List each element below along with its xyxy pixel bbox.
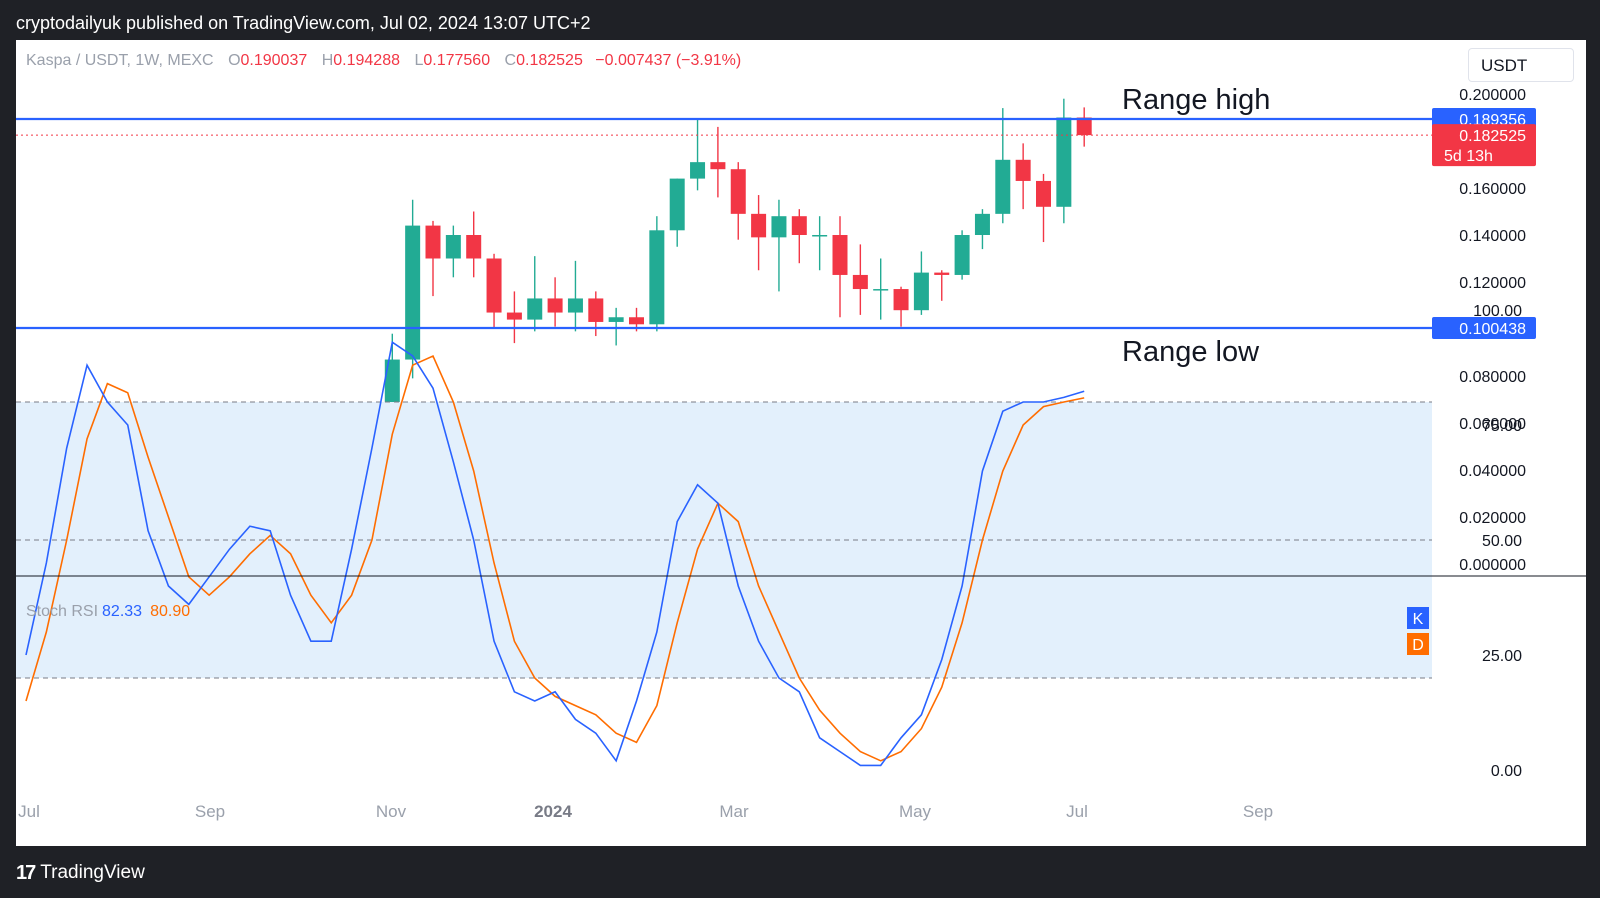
candle-body <box>405 225 421 360</box>
candle-body <box>852 274 868 290</box>
candle-body <box>1015 159 1031 181</box>
close-value: 0.182525 <box>516 52 583 69</box>
candle-body <box>669 178 685 231</box>
candle-body <box>384 359 400 414</box>
time-axis-label: Jul <box>1066 802 1088 821</box>
price-tick-label: 0.120000 <box>1459 275 1526 292</box>
stoch-tick-label: 100.00 <box>1473 303 1522 320</box>
footer: 17 TradingView <box>16 858 145 888</box>
tradingview-logo-icon: 17 <box>16 861 36 884</box>
time-axis-label: Jul <box>18 802 40 821</box>
price-tick-label: 0.200000 <box>1459 87 1526 104</box>
candle-body <box>567 298 583 313</box>
candle-body <box>629 317 644 325</box>
candle-body <box>812 235 828 237</box>
stoch-d-badge-bg <box>1407 633 1429 655</box>
open-label: O <box>228 52 241 69</box>
chart-frame[interactable]: 0.200000 0.160000 0.140000 0.120000 0.080000… <box>16 40 1586 846</box>
close-label: C <box>504 52 517 69</box>
currency-selector[interactable]: USDT <box>1468 48 1574 82</box>
stoch-tick-label: 25.00 <box>1482 648 1522 665</box>
price-tick-label: 0.000000 <box>1459 557 1526 574</box>
candle-body <box>913 272 929 311</box>
candle-body <box>547 298 563 313</box>
candle-body <box>974 213 990 235</box>
candle-body <box>771 216 787 238</box>
candle-body <box>751 213 767 238</box>
time-axis-label: Sep <box>195 802 225 821</box>
change-value: −0.007437 (−3.91%) <box>595 52 742 69</box>
stoch-pane <box>16 340 1432 767</box>
open-value: 0.190037 <box>240 52 308 69</box>
stoch-d-value: 80.90 <box>150 603 191 620</box>
candle-body <box>649 230 665 325</box>
stoch-tick-label: 75.00 <box>1482 418 1522 435</box>
range-lines <box>16 117 1432 330</box>
candle-body <box>710 162 726 170</box>
last-price-badge-value: 0.182525 <box>1459 128 1526 145</box>
price-tick-label: 0.020000 <box>1459 510 1526 527</box>
candle-body <box>486 258 502 313</box>
range-low-annotation: Range low <box>1122 336 1260 368</box>
symbol-label: Kaspa / USDT, 1W, MEXC <box>26 52 214 69</box>
candle-body <box>506 312 522 320</box>
low-value: 0.177560 <box>423 52 491 69</box>
axes-group: 0.200000 0.160000 0.140000 0.120000 0.080000… <box>16 87 1586 821</box>
range-low-badge-bg <box>1432 316 1536 339</box>
stoch-k-line <box>25 340 1085 767</box>
stoch-k-badge-bg <box>1407 607 1429 629</box>
candle-body <box>1076 117 1092 136</box>
time-axis-label: Sep <box>1243 802 1273 821</box>
candle-body <box>608 317 624 322</box>
candle-body <box>893 289 909 311</box>
price-tick-label: 0.160000 <box>1459 181 1526 198</box>
last-price-badge-bg <box>1432 124 1536 167</box>
candle-body <box>995 159 1011 214</box>
time-axis-label: 2024 <box>534 802 572 821</box>
high-label: H <box>321 52 334 69</box>
stoch-d-line <box>25 354 1085 762</box>
price-tick-label: 0.080000 <box>1459 369 1526 386</box>
candle-body <box>730 169 746 214</box>
candle-body <box>588 298 604 322</box>
stoch-label: Stoch RSI <box>26 603 99 620</box>
stoch-k-value: 82.33 <box>102 603 143 620</box>
last-price-badge-countdown: 5d 13h <box>1444 148 1493 165</box>
symbol-ohlc-bar: Kaspa / USDT, 1W, MEXC O0.190037 H0.1942… <box>26 52 741 70</box>
stoch-legend: Stoch RSI 82.33 80.90 <box>26 603 190 621</box>
footer-logo-text: TradingView <box>40 862 145 883</box>
candle-body <box>954 235 970 275</box>
stoch-tick-label: 50.00 <box>1482 533 1522 550</box>
price-tick-label: 0.060000 <box>1459 416 1526 433</box>
range-high-annotation: Range high <box>1122 84 1270 116</box>
high-value: 0.194288 <box>333 52 400 69</box>
time-axis-label: May <box>899 802 932 821</box>
stoch-d-badge: D <box>1412 637 1424 654</box>
candle-body <box>873 289 889 291</box>
candle-body <box>1056 117 1072 207</box>
candle-body <box>425 225 441 259</box>
publish-line: cryptodailyuk published on TradingView.c… <box>16 13 591 33</box>
candle-body <box>527 298 543 320</box>
candle-body <box>690 162 706 179</box>
chart-svg[interactable]: 0.200000 0.160000 0.140000 0.120000 0.080000… <box>16 40 1586 846</box>
candle-body <box>1036 180 1051 207</box>
candle-body <box>791 216 807 235</box>
stoch-tick-label: 0.00 <box>1491 763 1522 780</box>
candle-body <box>934 272 950 275</box>
candle-body <box>445 235 461 259</box>
time-axis-label: Nov <box>376 802 407 821</box>
low-label: L <box>414 52 424 69</box>
time-axis-label: Mar <box>719 802 749 821</box>
range-low-badge-value: 0.100438 <box>1459 321 1526 338</box>
stoch-band <box>16 402 1432 678</box>
price-tick-label: 0.040000 <box>1459 463 1526 480</box>
stoch-k-badge: K <box>1413 611 1424 628</box>
candle-body <box>466 235 482 259</box>
price-tick-label: 0.140000 <box>1459 228 1526 245</box>
candle-body <box>832 235 848 275</box>
